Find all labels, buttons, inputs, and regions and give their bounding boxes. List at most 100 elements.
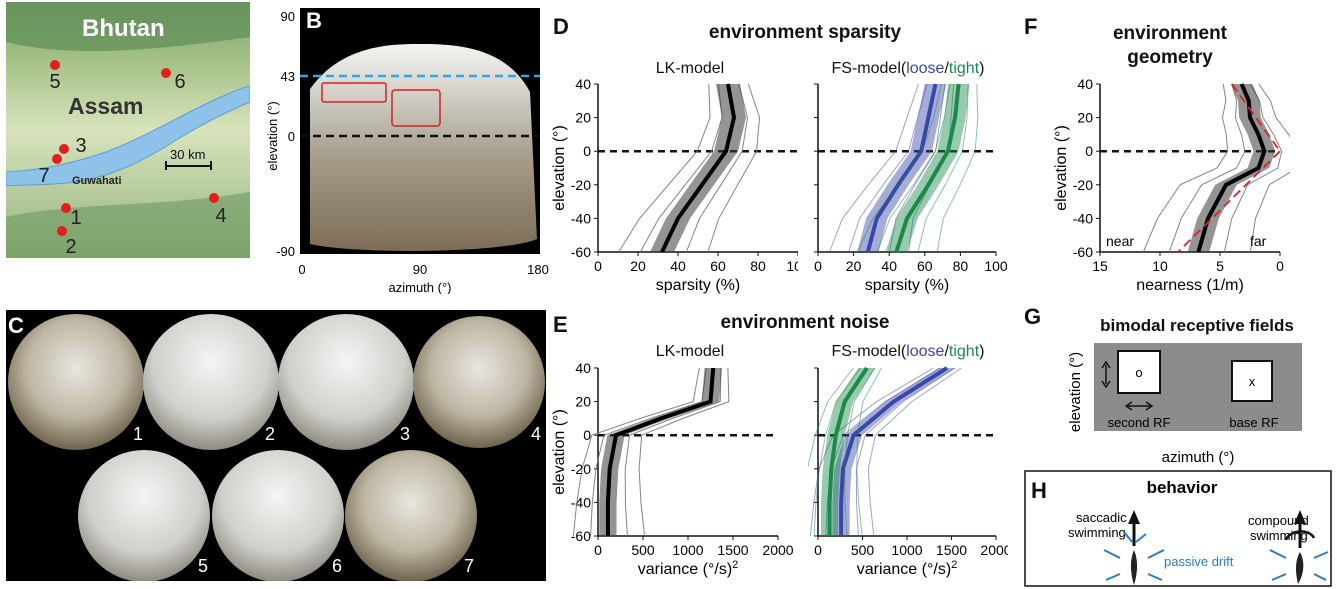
fisheye-label: 7 — [464, 556, 474, 576]
pano-ylabel: elevation (°) — [265, 101, 280, 171]
y-axis-label: elevation (°) — [551, 125, 568, 211]
near-label: near — [1106, 233, 1134, 249]
x-tick-label: 5 — [1216, 258, 1224, 274]
roi-box-2 — [391, 89, 441, 127]
behavior-frame — [1024, 470, 1332, 587]
sparsity-fs-chart: 0 20 40 60 80 100 sparsity (%) — [814, 83, 1008, 294]
trace-line — [624, 367, 722, 537]
saccadic-label-1: saccadic — [1076, 510, 1127, 525]
x-tick-label: 60 — [917, 258, 933, 274]
fisheye-image-4 — [413, 316, 545, 448]
map-country-label: Bhutan — [82, 15, 165, 42]
map-site-4-label: 4 — [215, 205, 226, 227]
panel-letter-d: D — [553, 14, 569, 39]
fisheye-image-1 — [8, 314, 144, 450]
trace-line — [1249, 83, 1290, 253]
mean-mean-line — [605, 367, 716, 536]
y-tick-label: 20 — [1077, 110, 1093, 126]
fisheye-panel: 1 2 3 4 5 6 7 — [6, 310, 546, 581]
trace-line — [572, 367, 700, 537]
trace-line — [1168, 83, 1246, 253]
trace-line — [857, 83, 943, 253]
trace-line — [618, 83, 711, 253]
map-site-1-label: 1 — [70, 207, 81, 229]
x-tick-label: 0 — [594, 258, 602, 274]
trace-line — [1142, 83, 1229, 253]
tight-mean-line — [894, 83, 961, 253]
rf-ylabel: elevation (°) — [1067, 352, 1084, 432]
x-axis-label: sparsity (%) — [656, 277, 740, 294]
geometry-title: environment geometry — [1112, 23, 1228, 68]
pano-xtick: 180 — [527, 262, 549, 277]
pano-ytick: 90 — [281, 9, 295, 24]
fisheye-image-2 — [143, 314, 279, 450]
map-site-6-label: 6 — [174, 71, 185, 93]
panel-letter-c: C — [8, 313, 24, 338]
saccadic-drift-arrows — [1103, 531, 1165, 581]
map-site-2-label: 2 — [65, 236, 76, 258]
y-tick-label: 40 — [575, 362, 591, 376]
fisheye-label: 1 — [133, 424, 143, 444]
trace-line — [638, 367, 730, 537]
panel-letter-g: G — [1024, 304, 1042, 329]
pano-xtick: 0 — [298, 262, 305, 277]
x-axis-label: variance (°/s)2 — [638, 559, 739, 578]
map-site-4-dot — [209, 193, 219, 203]
mean-mean-line — [660, 83, 737, 253]
panel-letter-e: E — [553, 312, 568, 337]
x-tick-label: 1000 — [891, 542, 922, 558]
panorama-image — [310, 44, 537, 251]
map-scale-label: 30 km — [170, 147, 205, 162]
y-tick-label: -60 — [1073, 244, 1093, 260]
map-site-1-dot — [61, 203, 71, 213]
base-rf-box — [1231, 360, 1273, 402]
rf-diagram: o x second RF base RF azimuth (°) elevat… — [1067, 343, 1302, 466]
x-axis-label-sup: 2 — [951, 559, 957, 571]
x-axis-label: variance (°/s)2 — [857, 559, 958, 578]
y-tick-label: 40 — [575, 78, 591, 92]
trace-line — [855, 367, 956, 537]
behavior-title: behavior — [1147, 478, 1218, 497]
map-site-3-label: 3 — [75, 135, 86, 157]
x-tick-label: 100 — [786, 258, 798, 274]
map-hills-north — [6, 2, 250, 52]
x-tick-label: 40 — [670, 258, 686, 274]
trace-line — [876, 83, 951, 253]
compound-label-1: compound — [1248, 513, 1309, 528]
map-site-5-dot — [50, 60, 60, 70]
x-tick-label: 0 — [594, 542, 602, 558]
fisheye-label: 5 — [198, 556, 208, 576]
pano-ytick: 0 — [288, 129, 295, 144]
x-tick-label: 20 — [630, 258, 646, 274]
fisheye-label: 6 — [332, 556, 342, 576]
pano-xtick: 90 — [413, 262, 427, 277]
x-tick-label: 40 — [881, 258, 897, 274]
map-site-3-dot — [59, 144, 69, 154]
base-rf-label: base RF — [1229, 415, 1278, 430]
pano-xlabel: azimuth (°) — [389, 280, 452, 294]
x-tick-label: 10 — [1152, 258, 1168, 274]
noise-lk-subtitle: LK-model — [655, 343, 725, 360]
tight-mean-line — [827, 366, 869, 536]
x-tick-label: 1000 — [672, 542, 703, 558]
sparsity-lk-subtitle: LK-model — [655, 60, 725, 77]
passive-drift-label: passive drift — [1164, 554, 1234, 569]
pano-ytick: 43 — [281, 69, 295, 84]
x-tick-label: 0 — [814, 258, 822, 274]
trace-line — [867, 367, 962, 537]
trace-line — [917, 83, 969, 253]
x-tick-label: 2000 — [762, 542, 793, 558]
fisheye-label: 4 — [531, 424, 541, 444]
second-rf-symbol: o — [1135, 365, 1142, 380]
x-tick-label: 60 — [710, 258, 726, 274]
trace-line — [844, 367, 876, 537]
panorama-panel: 90 43 0 -90 0 90 180 azimuth (°) elevati… — [265, 8, 549, 294]
fisheye-label: 2 — [265, 424, 275, 444]
panel-letter-h: H — [1031, 478, 1047, 503]
y-tick-label: -40 — [1073, 210, 1093, 226]
second-rf-box — [1117, 350, 1161, 394]
y-tick-label: -40 — [571, 210, 591, 226]
compound-fish-icon — [1284, 510, 1316, 584]
